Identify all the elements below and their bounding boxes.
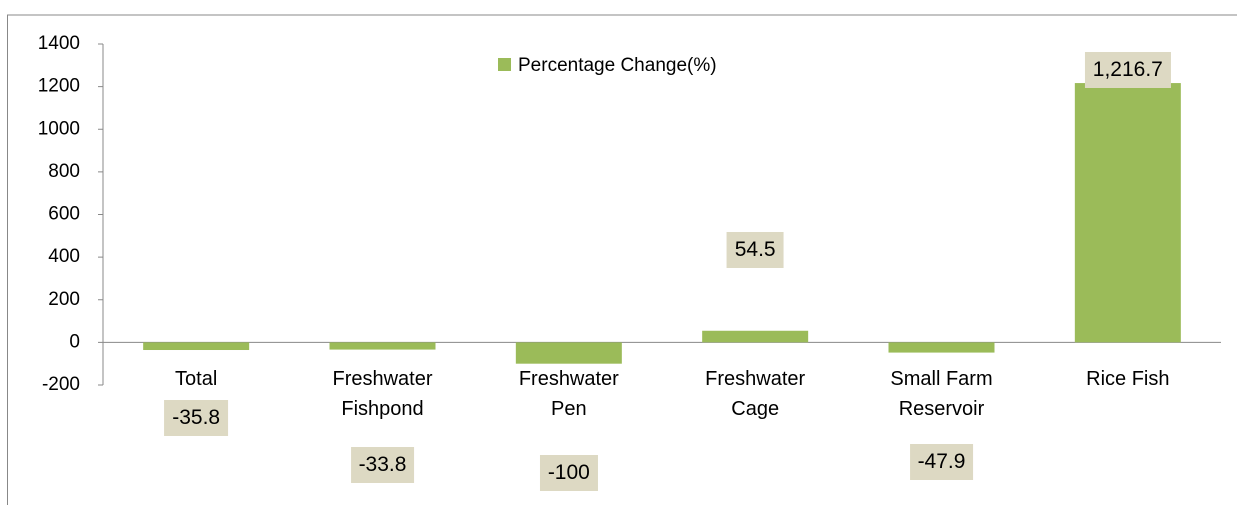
x-tick-label: Freshwater Pen [518,368,619,420]
y-tick-label: 400 [48,246,80,267]
x-tick-label: Freshwater Cage [705,368,806,420]
bar [888,342,995,353]
bar [329,342,436,350]
y-tick-label: 1400 [38,33,80,54]
data-label: 54.5 [726,232,784,268]
x-tick-label: Total [175,368,218,390]
y-tick-label: 200 [48,289,80,310]
x-tick-label: Rice Fish [1086,368,1170,390]
bar [1074,83,1181,343]
data-label: -100 [539,455,598,491]
legend-label: Percentage Change(%) [518,55,717,76]
y-tick-label: 1200 [38,76,80,97]
y-tick-label: 0 [69,331,80,352]
x-tick-label: Small Farm Reservoir [890,368,993,420]
bar [143,342,250,351]
x-tick-label: Freshwater Fishpond [332,368,433,420]
data-label: 1,216.7 [1084,52,1171,88]
legend-swatch [498,58,511,71]
data-label: -47.9 [909,444,974,480]
data-label: -35.8 [164,400,229,436]
data-label: -33.8 [350,447,415,483]
bar [515,342,622,364]
y-tick-label: 800 [48,161,80,182]
bar [702,330,809,343]
y-tick-label: -200 [42,374,80,395]
y-tick-label: 600 [48,204,80,225]
y-tick-label: 1000 [38,118,80,139]
